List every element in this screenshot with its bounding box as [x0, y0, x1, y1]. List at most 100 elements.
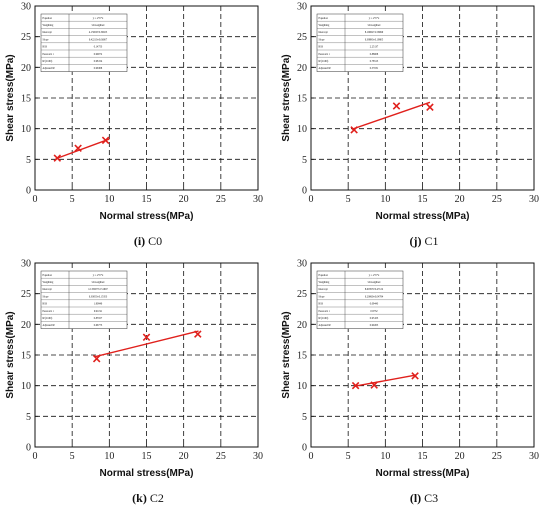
data-point [142, 333, 151, 341]
fit-table-key: RSS [319, 303, 324, 306]
y-tick-label: 30 [21, 259, 31, 270]
fit-table-value: Unweighted [92, 281, 105, 284]
fit-table-value: Unweighted [368, 281, 381, 284]
y-tick-label: 10 [21, 381, 31, 392]
fit-table-value: 0.20060±0.04784 [365, 295, 384, 298]
x-axis-label: Normal stress(MPa) [376, 468, 470, 479]
data-point [53, 154, 62, 162]
panel-caption: (j) C1 [409, 234, 438, 248]
fit-line [94, 330, 199, 358]
y-tick-label: 30 [297, 2, 307, 13]
fit-line [353, 374, 416, 387]
fit-table: Equation y = a+b*x Weighting Unweighted Inte… [40, 13, 128, 72]
y-tick-label: 25 [21, 289, 31, 300]
data-point [92, 354, 101, 363]
y-tick-label: 15 [297, 94, 307, 105]
x-tick-label: 25 [216, 451, 226, 462]
data-point [351, 381, 360, 390]
y-tick-label: 0 [26, 186, 31, 197]
fit-table-value: 0.83557 [94, 317, 103, 320]
x-tick-label: 0 [33, 451, 38, 462]
y-axis-label: Shear stress(MPa) [5, 54, 16, 141]
panel-c2: 0 5 10 15 20 25 30 0 5 10 15 20 25 30 Normal stress(MP… [5, 259, 263, 506]
y-tick-label: 5 [26, 155, 31, 166]
y-tick-label: 0 [302, 186, 307, 197]
x-tick-label: 5 [346, 194, 351, 205]
fit-table-key: Equation [319, 274, 329, 277]
fit-table-value: 8.19062±2.56699 [365, 31, 384, 34]
y-tick-label: 10 [297, 124, 307, 135]
fit-table-value: 0.90205 [370, 324, 379, 327]
x-tick-label: 5 [70, 194, 75, 205]
fit-table-key: R²(COD) [43, 317, 53, 320]
x-axis-label: Normal stress(MPa) [100, 468, 194, 479]
y-tick-label: 20 [297, 63, 307, 74]
fit-table-value: 0.95103 [370, 317, 379, 320]
fit-table-value: 0.88608 [370, 53, 379, 56]
fit-table-key: Pearson's r [43, 53, 54, 56]
y-tick-label: 5 [302, 412, 307, 423]
fit-table-value: y = a+b*x [93, 17, 104, 20]
y-axis-label: Shear stress(MPa) [5, 311, 16, 398]
fit-table-value: 0.98154 [94, 60, 103, 63]
fit-table-key: RSS [319, 46, 324, 49]
panel-caption-id: (l) [410, 491, 424, 505]
panel-caption-name: C0 [148, 234, 162, 248]
y-tick-label: 0 [26, 443, 31, 454]
fit-table-key: R²(COD) [319, 317, 329, 320]
x-tick-label: 30 [253, 194, 263, 205]
fit-table-key: Adjusted R² [319, 324, 332, 327]
panel-c1: 0 5 10 15 20 25 30 0 5 10 15 20 25 30 Normal stress(MP… [281, 2, 539, 249]
x-tick-label: 0 [309, 451, 314, 462]
fit-table-value: 0.09443 [370, 303, 379, 306]
x-tick-label: 5 [346, 451, 351, 462]
fit-table-key: Pearson's r [319, 53, 330, 56]
x-tick-label: 0 [33, 194, 38, 205]
fit-table-key: Weighting [319, 281, 330, 284]
fit-table-key: Pearson's r [319, 310, 330, 313]
fit-table: Equation y = a+b*x Weighting Unweighted Inte… [316, 13, 404, 72]
data-point [350, 126, 358, 134]
y-tick-label: 15 [21, 351, 31, 362]
panel-caption-name: C3 [424, 491, 438, 505]
data-point [411, 372, 419, 380]
fit-table: Equation y = a+b*x Weighting Unweighted Inte… [40, 270, 128, 329]
y-tick-label: 5 [26, 412, 31, 423]
fit-table-value: 2.25137 [370, 46, 379, 49]
y-tick-label: 5 [302, 155, 307, 166]
fit-table-key: Slope [319, 38, 326, 41]
x-tick-label: 30 [529, 451, 539, 462]
y-tick-label: 10 [21, 124, 31, 135]
x-tick-label: 10 [104, 451, 114, 462]
fit-table-value: 1.80940 [94, 303, 103, 306]
fit-table-value: 0.96308 [94, 67, 103, 70]
panel-caption-id: (i) [134, 234, 148, 248]
y-tick-label: 30 [297, 259, 307, 270]
fit-table-key: Adjusted R² [43, 67, 56, 70]
panel-caption: (k) C2 [132, 491, 164, 505]
fit-table-key: Intercept [319, 31, 328, 34]
data-point [194, 330, 202, 338]
fit-table-value: y = a+b*x [369, 17, 380, 20]
panel-c3: 0 5 10 15 20 25 30 0 5 10 15 20 25 30 Normal stress(MP… [281, 259, 539, 506]
fit-table-key: Equation [319, 17, 329, 20]
x-tick-label: 20 [455, 194, 465, 205]
data-point [370, 381, 378, 389]
panel-caption: (i) C0 [134, 234, 162, 248]
data-point [101, 136, 110, 145]
fit-table-key: Intercept [43, 31, 52, 34]
fit-table-value: 0.91191 [94, 310, 103, 313]
fit-table-value: 0.66773 [94, 324, 103, 327]
fit-table-key: Adjusted R² [319, 67, 332, 70]
x-tick-label: 20 [455, 451, 465, 462]
x-tick-label: 30 [529, 194, 539, 205]
fit-table-value: 0.57031 [370, 67, 379, 70]
fit-table-key: Intercept [43, 288, 52, 291]
fit-table-value: 0.99072 [94, 53, 103, 56]
x-tick-label: 10 [104, 194, 114, 205]
panel-caption-name: C1 [424, 234, 438, 248]
fit-table-key: Weighting [43, 281, 54, 284]
x-tick-label: 20 [179, 451, 189, 462]
y-tick-label: 0 [302, 443, 307, 454]
fit-table-value: 0.78515 [370, 60, 379, 63]
